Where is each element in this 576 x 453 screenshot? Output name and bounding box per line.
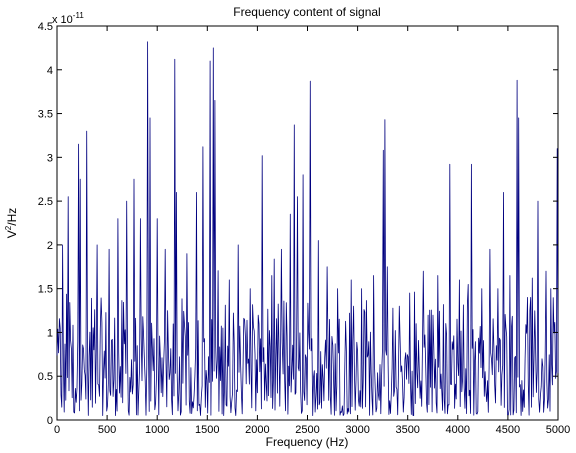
x-tick-label: 1000 (145, 424, 169, 436)
x-axis-ticks: 0 500 1000 1500 2000 2500 3000 3500 4000 4500 5000 (54, 26, 570, 436)
plot-area (56, 25, 559, 421)
y-label-base: V (5, 230, 19, 238)
y-tick-label: 4 (47, 65, 53, 77)
y-exponent-power: -11 (73, 11, 85, 20)
y-tick-label: 1.5 (38, 284, 53, 296)
x-tick-label: 500 (98, 424, 116, 436)
x-tick-label: 2500 (295, 424, 319, 436)
y-tick-label: 0 (47, 415, 53, 427)
y-axis-label: V2/Hz (4, 208, 19, 238)
svg-text:V2/Hz: V2/Hz (4, 208, 19, 238)
y-label-tail: /Hz (5, 208, 19, 226)
y-tick-label: 3.5 (38, 109, 53, 121)
x-tick-label: 4500 (496, 424, 520, 436)
y-label-sup: 2 (4, 225, 13, 230)
svg-text:x 10-11: x 10-11 (52, 11, 84, 26)
y-tick-label: 3 (47, 152, 53, 164)
y-exponent-base: x 10 (52, 14, 73, 26)
chart-title: Frequency content of signal (233, 5, 380, 19)
y-tick-label: 1 (47, 327, 53, 339)
x-tick-label: 5000 (546, 424, 570, 436)
y-tick-label: 0.5 (38, 371, 53, 383)
x-tick-label: 3000 (345, 424, 369, 436)
y-exponent-label: x 10-11 (52, 11, 84, 26)
series-line (56, 41, 559, 416)
x-tick-label: 4000 (446, 424, 470, 436)
x-tick-label: 1500 (195, 424, 219, 436)
x-axis-label: Frequency (Hz) (266, 435, 349, 449)
x-tick-label: 0 (54, 424, 60, 436)
y-tick-label: 2 (47, 240, 53, 252)
x-tick-label: 2000 (245, 424, 269, 436)
x-tick-label: 3500 (395, 424, 419, 436)
y-tick-label: 2.5 (38, 196, 53, 208)
y-tick-label: 4.5 (38, 21, 53, 33)
y-axis-ticks: 0 0.5 1 1.5 2 2.5 3 3.5 4 4.5 (38, 21, 558, 427)
